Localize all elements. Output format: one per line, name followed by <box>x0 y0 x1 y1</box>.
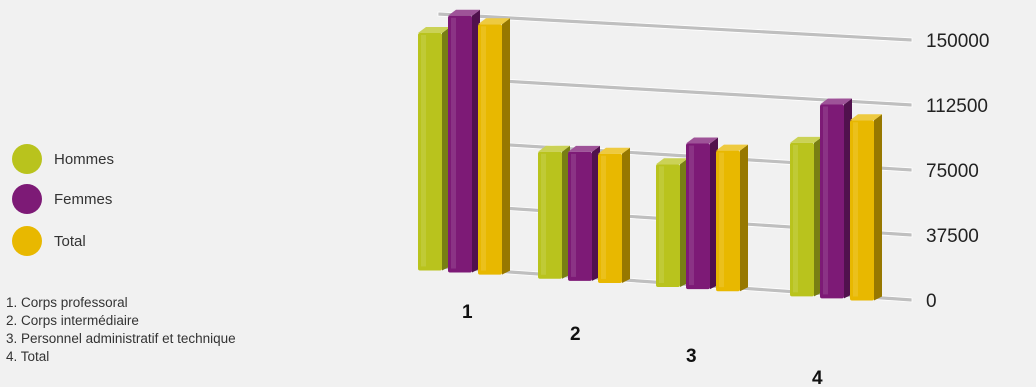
category-label: 2 <box>570 324 581 345</box>
legend-swatch <box>12 226 42 256</box>
y-tick-label: 37500 <box>926 226 979 247</box>
category-note-number: 4 <box>6 349 21 364</box>
bar <box>850 114 882 301</box>
legend-swatch <box>12 184 42 214</box>
gridline <box>437 11 913 43</box>
y-axis-tick-labels: 0 37500 75000 112500 150000 <box>926 31 989 312</box>
bar <box>820 98 852 299</box>
category-label: 3 <box>686 346 697 367</box>
category-label: 1 <box>462 302 473 323</box>
y-tick-label: 112500 <box>926 96 988 117</box>
category-note-text: Corps professoral <box>21 295 128 310</box>
x-axis-category-labels: 1 2 3 4 <box>462 302 823 387</box>
legend-swatch <box>12 144 42 174</box>
category-note-number: 1 <box>6 295 21 310</box>
category-note-text: Corps intermédiaire <box>21 313 139 328</box>
legend-label: Femmes <box>54 191 113 208</box>
y-tick-label: 150000 <box>926 31 989 52</box>
category-notes: 1Corps professoral2Corps intermédiaire3P… <box>6 294 236 366</box>
y-tick-label: 0 <box>926 291 937 312</box>
bar <box>448 9 480 273</box>
category-note-text: Total <box>20 349 50 364</box>
category-note-number: 3 <box>6 331 21 346</box>
bar <box>478 18 510 275</box>
bar <box>716 144 748 292</box>
bar <box>568 145 600 281</box>
bar <box>656 158 688 288</box>
legend-label: Total <box>54 233 86 250</box>
category-note-text: Personnel administratif et technique <box>21 331 236 346</box>
bar <box>538 145 570 279</box>
category-note: 1Corps professoral <box>6 294 236 312</box>
bar <box>598 147 630 283</box>
category-label: 4 <box>812 368 823 387</box>
y-tick-label: 75000 <box>926 161 979 182</box>
category-note-number: 2 <box>6 313 21 328</box>
bar <box>418 26 450 271</box>
category-note: 3Personnel administratif et technique <box>6 330 236 348</box>
legend-label: Hommes <box>54 151 115 168</box>
bar <box>790 136 822 297</box>
category-note: 2Corps intermédiaire <box>6 312 236 330</box>
bar <box>686 137 718 290</box>
category-note: 4Total <box>6 348 236 366</box>
bars <box>418 9 882 301</box>
